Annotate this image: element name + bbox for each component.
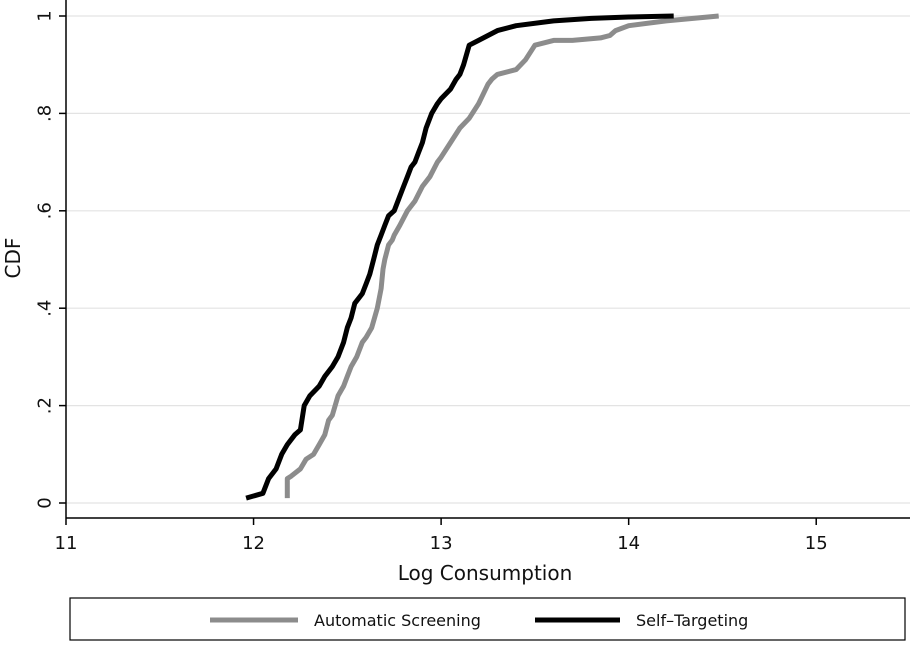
series-line-self-targeting: [245, 13, 674, 501]
x-tick-label: 15: [805, 533, 828, 554]
y-tick-label: .8: [34, 105, 55, 122]
y-tick-label: 0: [34, 497, 55, 508]
x-axis-ticks: 11 12 13 14 15: [55, 518, 828, 554]
y-axis-title: CDF: [1, 238, 25, 279]
gridlines: [66, 15, 910, 504]
legend-box: [69, 597, 906, 641]
series-line-automatic-screening: [284, 13, 719, 499]
y-axis-ticks: 0 .2 .4 .6 .8 1: [34, 10, 66, 509]
x-tick-label: 14: [617, 533, 640, 554]
y-tick-label: 1: [34, 10, 55, 21]
plot-area: [66, 0, 910, 518]
x-tick-label: 13: [430, 533, 453, 554]
legend-label-automatic-screening: Automatic Screening: [314, 611, 481, 630]
x-tick-label: 12: [242, 533, 265, 554]
legend-label-self-targeting: Self–Targeting: [636, 611, 748, 630]
x-tick-label: 11: [55, 533, 78, 554]
y-tick-label: .6: [34, 202, 55, 219]
legend: Automatic Screening Self–Targeting: [69, 597, 906, 641]
x-axis-title: Log Consumption: [398, 561, 573, 585]
y-tick-label: .4: [34, 300, 55, 317]
y-tick-label: .2: [34, 397, 55, 414]
series-lines: [245, 13, 719, 501]
